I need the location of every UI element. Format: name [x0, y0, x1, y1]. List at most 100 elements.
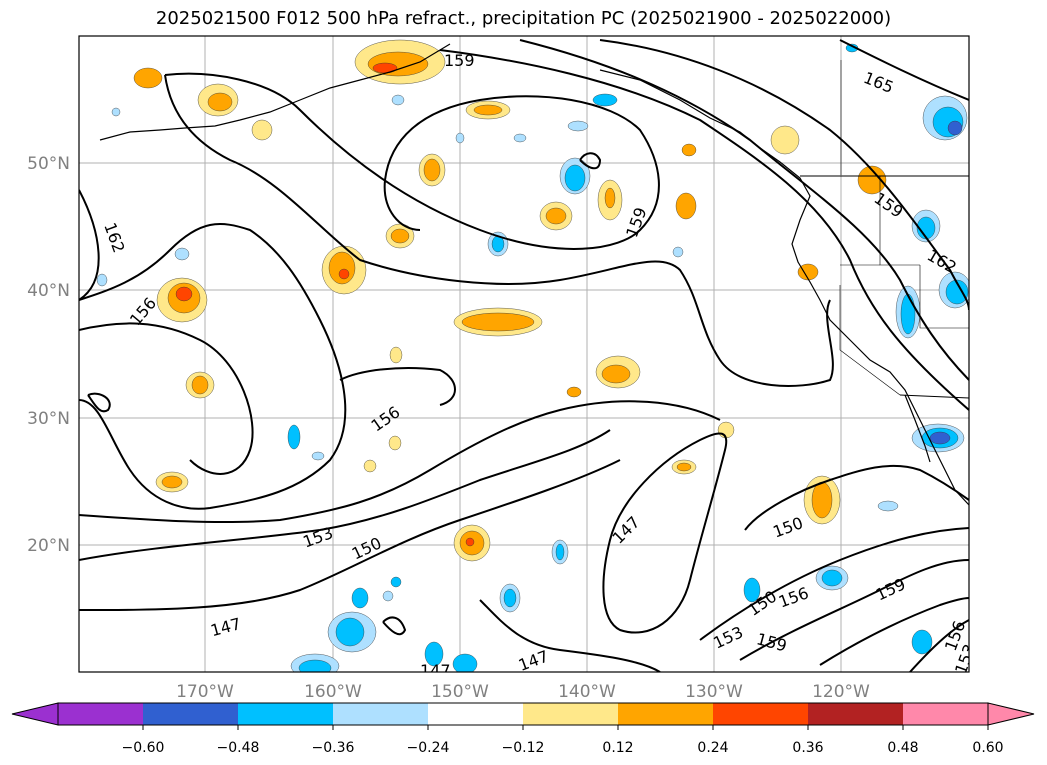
pos-blob	[175, 286, 193, 302]
contour-159-se	[819, 597, 969, 666]
colorbar-tick-label: −0.12	[502, 740, 545, 756]
neg-blob	[174, 247, 190, 261]
neg-blob	[877, 500, 899, 512]
us-mexico-border	[899, 394, 969, 399]
lat-label-30n: 30°N	[27, 409, 70, 429]
neg-blob	[424, 641, 444, 667]
positive-anomaly-shading	[133, 39, 887, 562]
colorbar-tick-label: −0.60	[122, 740, 165, 756]
pos-blob	[388, 435, 402, 451]
colorbar-tick-label: 0.36	[792, 740, 823, 756]
contour-156-corner	[909, 619, 969, 672]
contour-165	[839, 39, 969, 101]
pos-blob	[390, 228, 410, 244]
colorbar-tick-label: 0.24	[697, 740, 728, 756]
pos-blob	[207, 92, 233, 112]
neg-blob	[452, 653, 478, 672]
neg-blob	[900, 293, 916, 335]
neg-blob	[311, 451, 325, 461]
colorbar: −0.60 −0.48 −0.36 −0.24 −0.12 0.12 0.24 0.36 0.4…	[11, 702, 1035, 756]
contour-162-east	[599, 39, 969, 311]
neg-blob	[929, 431, 951, 445]
pos-blob	[338, 268, 350, 280]
pos-blob	[601, 364, 631, 384]
contour-156-west	[79, 223, 347, 510]
contour-small-loop	[579, 152, 602, 170]
colorbar-segment	[523, 703, 618, 725]
state-border	[919, 265, 969, 329]
contour-153-east	[699, 527, 969, 641]
contour-147-south	[479, 599, 661, 672]
pos-blob	[461, 312, 535, 332]
contour-label: 147	[420, 661, 451, 680]
colorbar-tick-label: 0.12	[602, 740, 633, 756]
pos-blob	[473, 104, 503, 116]
neg-blob	[455, 132, 465, 144]
neg-blob	[111, 107, 121, 117]
neg-blob	[503, 588, 517, 608]
neg-blob	[672, 246, 684, 258]
contour-150-mid	[79, 429, 611, 561]
latitude-labels: 50°N 40°N 30°N 20°N	[27, 154, 70, 556]
neg-blob	[382, 590, 394, 602]
colorbar-tick-label: −0.24	[407, 740, 450, 756]
contour-162-west	[79, 189, 100, 301]
neg-blob	[335, 617, 365, 647]
colorbar-segment	[808, 703, 903, 725]
pos-blob	[604, 187, 616, 209]
neg-blob	[351, 587, 369, 609]
pos-blob	[133, 67, 163, 89]
colorbar-segment	[238, 703, 333, 725]
neg-blob	[298, 659, 332, 672]
pos-blob	[363, 459, 377, 473]
contour-small-loop	[87, 392, 111, 413]
neg-blob	[96, 273, 108, 287]
aleutian-coast	[99, 43, 451, 141]
pos-blob	[676, 462, 692, 472]
longitude-labels: 170°W 160°W 150°W 140°W 130°W 120°W	[176, 682, 870, 702]
colorbar-tick-label: 0.48	[887, 740, 918, 756]
map-title: 2025021500 F012 500 hPa refract., precip…	[155, 8, 892, 29]
colorbar-tick-label: 0.60	[972, 740, 1003, 756]
lon-label-140w: 140°W	[558, 682, 616, 702]
contour-label: 159	[444, 51, 475, 70]
contour-159-loop	[164, 72, 660, 250]
colorbar-segment	[618, 703, 713, 725]
pos-blob	[566, 386, 582, 398]
lon-label-160w: 160°W	[304, 682, 362, 702]
pos-blob	[857, 165, 887, 195]
colorbar-segment	[58, 703, 143, 725]
map-area	[79, 36, 969, 672]
colorbar-tick-label: −0.48	[217, 740, 260, 756]
colorbar-extend-max	[987, 702, 1035, 726]
colorbar-tick-label: −0.36	[312, 740, 355, 756]
neg-blob	[567, 120, 589, 132]
contour-156-loop	[164, 74, 834, 387]
neg-blob	[287, 424, 301, 450]
lat-label-40n: 40°N	[27, 281, 70, 301]
pos-blob	[545, 207, 567, 225]
pos-blob	[161, 475, 183, 489]
pos-blob	[389, 346, 403, 364]
colorbar-segment	[428, 703, 523, 725]
lon-label-120w: 120°W	[812, 682, 870, 702]
pos-blob	[191, 375, 209, 395]
neg-blob	[391, 94, 405, 106]
neg-blob	[390, 576, 402, 588]
pos-blob	[811, 481, 833, 519]
contour-156-mid	[339, 367, 456, 406]
contour-159-east	[519, 39, 969, 381]
colorbar-segment	[333, 703, 428, 725]
refractivity-contours	[79, 39, 969, 672]
pos-blob	[465, 537, 475, 547]
neg-blob	[911, 629, 933, 655]
neg-blob	[513, 133, 527, 143]
pos-blob	[367, 51, 429, 77]
colorbar-segment	[143, 703, 238, 725]
coastlines	[99, 43, 969, 506]
neg-blob	[743, 577, 761, 603]
contour-156-east	[439, 49, 969, 411]
neg-blob	[592, 93, 618, 107]
pos-blob	[675, 192, 697, 220]
